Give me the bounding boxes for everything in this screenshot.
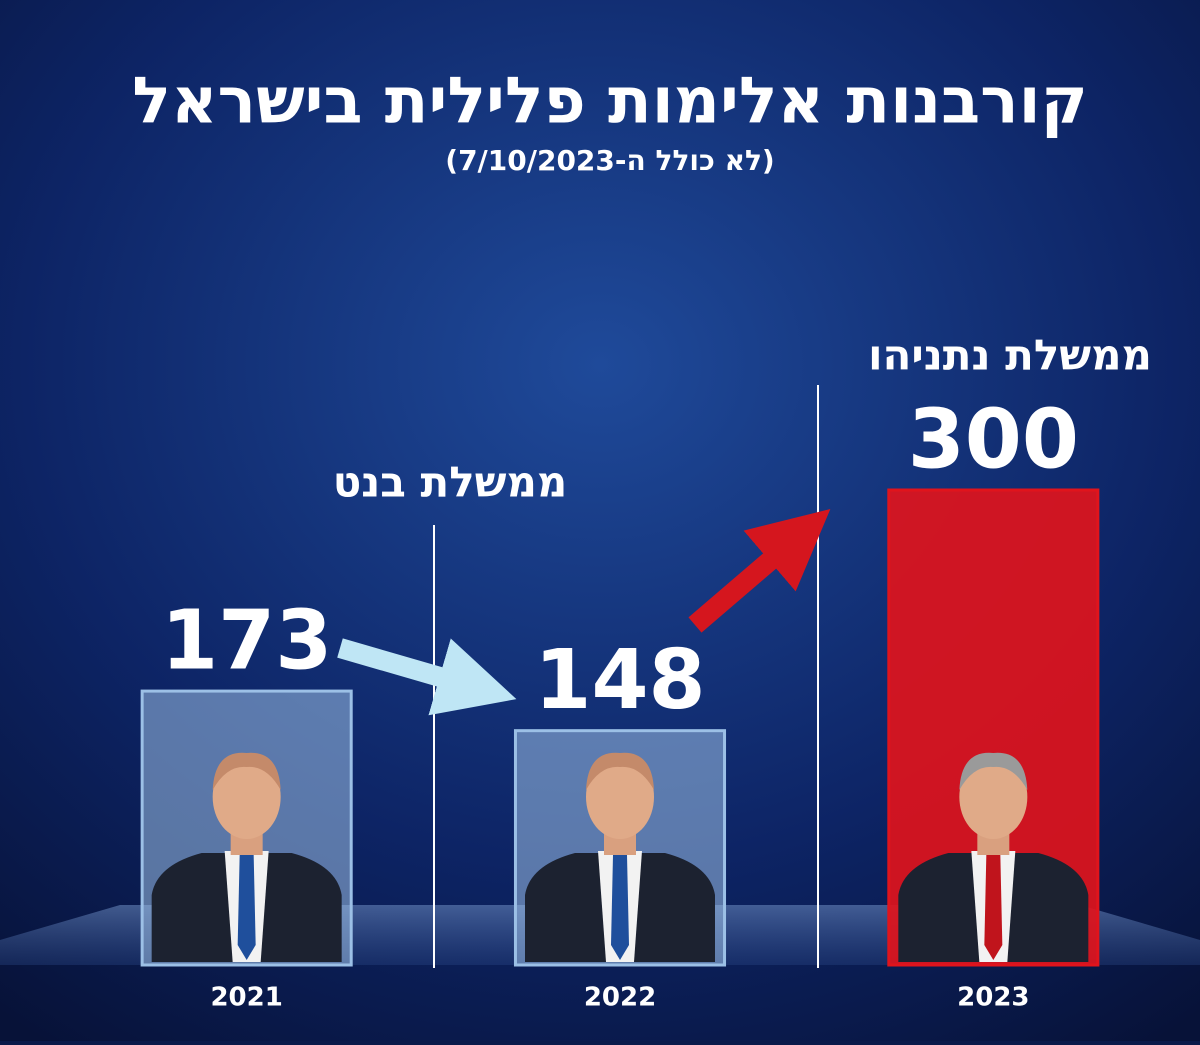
value-label: 173 xyxy=(161,594,332,689)
chart-subtitle: (לא כולל ה-7/10/2023) xyxy=(445,144,774,177)
annotation: ממשלת נתניהו xyxy=(868,331,1152,380)
portrait-head xyxy=(212,755,281,839)
value-label: 300 xyxy=(908,392,1079,487)
portrait-tie xyxy=(611,855,629,960)
portrait-head xyxy=(959,755,1028,839)
annotation: ממשלת בנט xyxy=(333,458,568,507)
x-tick-label: 2021 xyxy=(210,983,282,1013)
value-label: 148 xyxy=(534,633,705,728)
x-tick-label: 2023 xyxy=(957,983,1029,1013)
x-tick-label: 2022 xyxy=(584,983,656,1013)
portrait-tie xyxy=(984,855,1003,960)
chart-title: קורבנות אלימות פלילית בישראל xyxy=(132,65,1088,139)
arrow xyxy=(688,508,831,633)
portrait-hair xyxy=(959,752,1028,790)
portrait-hair xyxy=(212,752,281,790)
portrait-hair xyxy=(586,752,654,790)
arrow xyxy=(337,638,517,716)
portrait-tie xyxy=(237,855,256,960)
portrait-head xyxy=(586,755,654,839)
